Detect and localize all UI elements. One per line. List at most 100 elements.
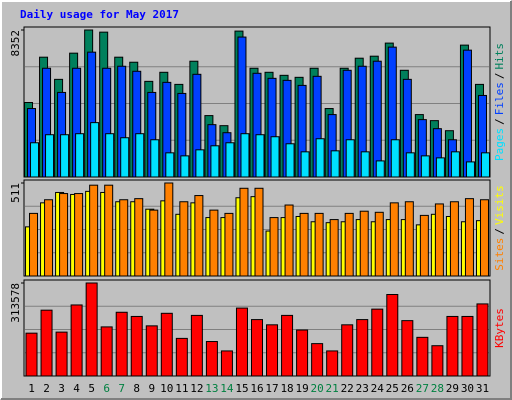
bar: [450, 151, 460, 178]
bar: [371, 308, 384, 377]
bar: [90, 122, 100, 178]
bar: [315, 138, 325, 178]
bar: [205, 341, 218, 377]
chart-title: Daily usage for May 2017: [20, 8, 179, 21]
x-tick-label: 12: [190, 382, 203, 395]
bar: [100, 326, 113, 377]
bar: [434, 203, 444, 277]
bar: [30, 142, 40, 178]
bar: [300, 151, 310, 178]
x-tick-label: 14: [220, 382, 234, 395]
bar: [120, 137, 130, 178]
x-tick-label: 22: [341, 382, 354, 395]
legend-entry: Pages: [493, 128, 506, 161]
x-tick-label: 20: [311, 382, 324, 395]
y-tick-label: 511: [9, 183, 22, 203]
bar: [446, 315, 459, 377]
bar: [390, 139, 400, 178]
x-tick-label: 13: [205, 382, 218, 395]
bar: [356, 319, 369, 377]
bar: [25, 332, 38, 377]
bar: [164, 182, 174, 277]
bar: [375, 160, 385, 178]
bar: [480, 152, 490, 178]
bar: [405, 152, 415, 178]
bar: [194, 195, 204, 277]
x-tick-label: 26: [401, 382, 414, 395]
bar: [145, 325, 158, 377]
bar: [60, 134, 70, 178]
legend-separator: /: [493, 118, 506, 125]
legend-entry: KBytes: [493, 308, 506, 348]
x-tick-label: 5: [88, 382, 95, 395]
x-tick-label: 27: [416, 382, 429, 395]
bar: [224, 212, 234, 277]
bar: [225, 142, 235, 178]
bar: [210, 145, 220, 178]
x-tick-label: 28: [431, 382, 444, 395]
bar: [239, 187, 249, 277]
x-tick-label: 9: [148, 382, 155, 395]
legend-entry: Files: [493, 82, 506, 115]
bar: [235, 307, 248, 377]
bar: [269, 217, 279, 277]
x-tick-label: 2: [43, 382, 50, 395]
x-tick-label: 31: [476, 382, 489, 395]
bar: [389, 202, 399, 277]
legend: Pages / Files / Hits: [493, 43, 506, 161]
x-tick-label: 25: [386, 382, 399, 395]
y-tick-label: 8352: [9, 30, 22, 57]
bar: [59, 193, 69, 277]
legend-separator: /: [493, 228, 506, 235]
bar: [75, 133, 85, 178]
bar: [209, 209, 219, 277]
bar: [89, 184, 99, 277]
bar: [29, 212, 39, 277]
bar: [341, 324, 354, 377]
bar: [160, 312, 173, 377]
x-tick-label: 1: [28, 382, 35, 395]
bar: [105, 133, 115, 178]
legend-entry: Sites: [493, 238, 506, 271]
legend-separator: /: [493, 73, 506, 80]
bar: [329, 219, 339, 277]
x-tick-label: 6: [103, 382, 110, 395]
x-tick-label: 23: [356, 382, 369, 395]
bar: [476, 303, 489, 377]
bar: [344, 212, 354, 277]
x-tick-label: 16: [250, 382, 263, 395]
x-tick-label: 15: [235, 382, 248, 395]
bar: [180, 155, 190, 178]
bar: [416, 336, 429, 377]
bar: [255, 134, 265, 178]
bar: [345, 139, 355, 178]
bar: [150, 139, 160, 178]
bar: [330, 150, 340, 178]
legend-entry: Visits: [493, 185, 506, 225]
bar: [464, 198, 474, 277]
x-tick-label: 30: [461, 382, 474, 395]
bar: [266, 324, 279, 377]
bar: [372, 60, 382, 178]
bar: [70, 304, 83, 377]
bar: [179, 201, 189, 277]
bar: [240, 133, 250, 178]
legend: Sites / Visits: [493, 185, 506, 271]
bar: [190, 314, 203, 377]
bar: [435, 157, 445, 178]
bar: [45, 134, 55, 178]
bar: [431, 345, 444, 377]
bar: [462, 49, 472, 178]
x-tick-label: 17: [265, 382, 278, 395]
bar: [359, 210, 369, 277]
bar: [40, 309, 53, 377]
bar: [134, 198, 144, 277]
bar: [149, 209, 159, 277]
x-tick-label: 21: [326, 382, 339, 395]
bar: [284, 204, 294, 277]
x-tick-label: 24: [371, 382, 385, 395]
y-tick-label: 313578: [9, 283, 22, 323]
bar: [449, 201, 459, 277]
